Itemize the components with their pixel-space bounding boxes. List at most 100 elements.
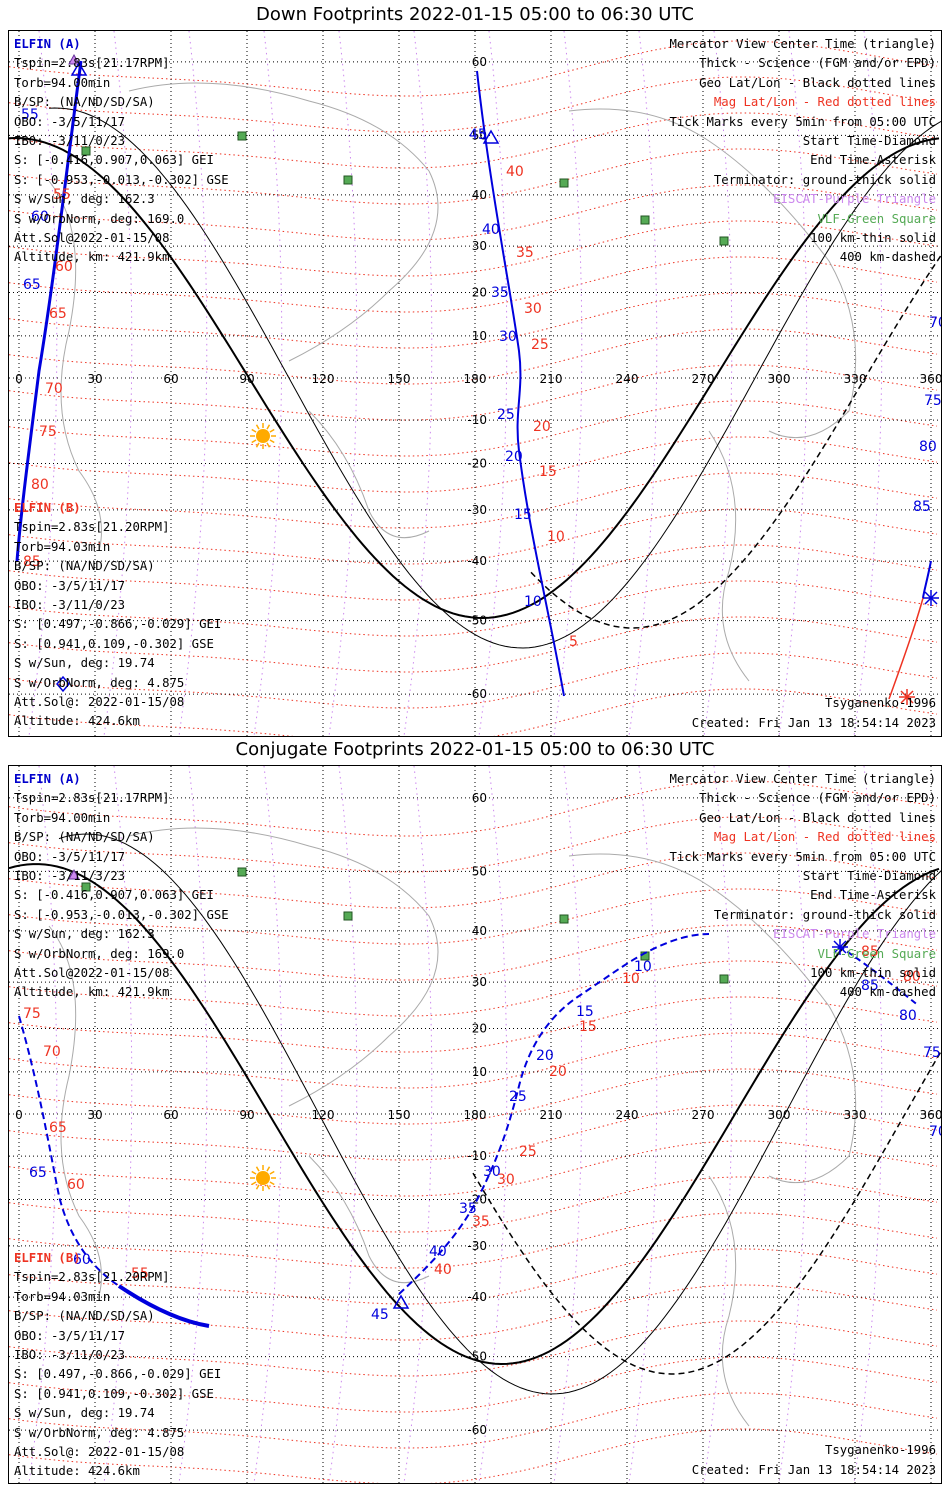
info-line: Att.Sol@2022-01-15/08: [14, 231, 170, 246]
legend-line: End Time-Asterisk: [810, 888, 936, 903]
end-time-asterisk: [833, 940, 847, 954]
orbit-tick-label-blue: 70: [929, 1124, 941, 1140]
orbit-tick-label-blue: 75: [924, 393, 941, 409]
lat-tick-label: 30: [472, 975, 487, 989]
orbit-tick-label-red: 25: [519, 1144, 537, 1160]
vlf-square: [640, 215, 650, 225]
lat-tick-label: 10: [472, 1065, 487, 1079]
lat-tick-label: -20: [467, 457, 487, 471]
lon-tick-label: 30: [87, 1108, 102, 1122]
mag-lon-line: [328, 766, 358, 1483]
mag-lon-line: [403, 766, 433, 1483]
sun-ray: [269, 439, 275, 444]
sun-ray: [255, 1184, 260, 1190]
info-line: S w/Sun, deg: 162.3: [14, 927, 155, 942]
orbit-tick-label-red: 55: [131, 1266, 149, 1282]
lat-tick-label: 20: [472, 1021, 487, 1035]
info-line: S w/OrbNorm, deg: 4.875: [14, 1425, 185, 1440]
lon-tick-label: 210: [540, 372, 563, 386]
info-line: S w/Sun, deg: 19.74: [14, 1406, 155, 1421]
orbit-tick-label-red: 30: [497, 1172, 515, 1188]
lon-tick-label: 0: [15, 1108, 23, 1122]
eiscat-triangle: [68, 868, 80, 880]
info-line: B/SP: (NA/ND/SD/SA): [14, 1309, 155, 1324]
info-line: B/SP: (NA/ND/SD/SA): [14, 95, 155, 110]
sun-ray: [269, 1181, 275, 1186]
vlf-square: [237, 867, 247, 877]
lat-tick-label: 60: [472, 791, 487, 805]
orbit-tick-label-red: 40: [434, 1262, 452, 1278]
legend-line: VLF-Green Square: [817, 211, 936, 226]
info-line: IBO: -3/11/0/23: [14, 598, 126, 613]
lon-tick-label: 300: [768, 1108, 791, 1122]
sun-ray: [266, 1184, 271, 1190]
orbit-tick-label-red: 15: [539, 464, 557, 480]
mag-lon-line: [103, 31, 133, 736]
info-line: IBO: -3/11/0/23: [14, 1348, 126, 1363]
lon-tick-label: 270: [692, 1108, 715, 1122]
info-line: S w/Sun, deg: 162.3: [14, 192, 155, 207]
info-line: Altitude: 424.6km: [14, 714, 140, 729]
model-label: Tsyganenko-1996: [824, 1443, 936, 1458]
info-line: Torb=94.00min: [14, 75, 111, 90]
info-line: Altitude, km: 421.9km: [14, 985, 170, 1000]
mag-lon-line: [253, 31, 283, 736]
orbit-tick-label-blue: 15: [576, 1004, 594, 1020]
coastline: [708, 430, 750, 682]
legend-line: Thick - Science (FGM and/or EPD): [699, 56, 936, 71]
orbit-tick-label-blue: 40: [429, 1244, 447, 1260]
orbit-tick-label-blue: 80: [899, 1008, 917, 1024]
sun-ray: [251, 1181, 257, 1186]
sun-ray: [255, 442, 260, 448]
legend-line: Start Time-Diamond: [802, 134, 936, 149]
lat-tick-label: 40: [472, 924, 487, 938]
mag-lon-line: [28, 31, 58, 736]
mag-lon-line: [703, 766, 733, 1483]
legend-line: 400 km-dashed: [839, 250, 936, 265]
coastline: [128, 827, 439, 1107]
lat-tick-label: -60: [467, 1423, 487, 1437]
lat-tick-label: -40: [467, 1290, 487, 1304]
orbit-tick-label-red: 85: [23, 554, 41, 570]
orbit-tick-label-blue: 55: [21, 107, 39, 123]
vlf-square: [237, 131, 247, 141]
info-line: S: [-0.416,0.907,0.063] GEI: [14, 888, 214, 903]
info-line: B/SP: (NA/ND/SD/SA): [14, 830, 155, 845]
orbit-track-a: [15, 60, 83, 562]
legend-line: EISCAT-Purple Triangle: [773, 927, 936, 942]
info-line: Torb=94.00min: [14, 810, 111, 825]
vlf-square: [81, 146, 91, 156]
info-line: Tspin=2.83s[21.17RPM]: [14, 791, 170, 806]
info-line: Att.Sol@: 2022-01-15/08: [14, 695, 185, 710]
orbit-tick-label-red: 30: [524, 301, 542, 317]
footer-conjugate: Tsyganenko-1996 Created: Fri Jan 13 18:5…: [692, 1441, 936, 1480]
mag-lon-line: [178, 766, 208, 1483]
lat-tick-label: -30: [467, 1239, 487, 1253]
orbit-tick-label-red: 5: [569, 634, 578, 650]
terminator-ground: [9, 136, 940, 620]
orbit-tick-label-red: 10: [622, 971, 640, 987]
mag-lon-line: [478, 31, 508, 736]
orbit-tick-label-red: 70: [45, 381, 63, 397]
info-line: Altitude: 424.6km: [14, 1464, 140, 1479]
sun-ray: [251, 428, 257, 433]
orbit-tick-label-blue: 25: [497, 407, 515, 423]
lat-tick-label: 50: [472, 128, 487, 142]
orbit-track-a-south: [476, 70, 565, 697]
coastline: [708, 1175, 750, 1427]
legend-line: Tick Marks every 5min from 05:00 UTC: [669, 849, 936, 864]
orbit-tick-label-blue: 35: [459, 1201, 477, 1217]
legend-down: Mercator View Center Time (triangle) Thi…: [669, 35, 936, 268]
info-line: S: [-0.953,-0.013,-0.302] GSE: [14, 907, 229, 922]
lon-tick-label: 0: [15, 372, 23, 386]
model-label: Tsyganenko-1996: [824, 696, 936, 711]
orbit-tick-label-blue: 35: [491, 285, 509, 301]
lon-tick-label: 360: [920, 372, 941, 386]
orbit-tick-label-red: 60: [55, 259, 73, 275]
sun-ray: [269, 428, 275, 433]
lon-tick-label: 240: [616, 1108, 639, 1122]
orbit-tick-label-blue: 25: [509, 1089, 527, 1105]
info-line: Att.Sol@: 2022-01-15/08: [14, 1445, 185, 1460]
legend-line: Mag Lat/Lon - Red dotted lines: [713, 830, 936, 845]
orbit-tick-label-red: 25: [531, 337, 549, 353]
